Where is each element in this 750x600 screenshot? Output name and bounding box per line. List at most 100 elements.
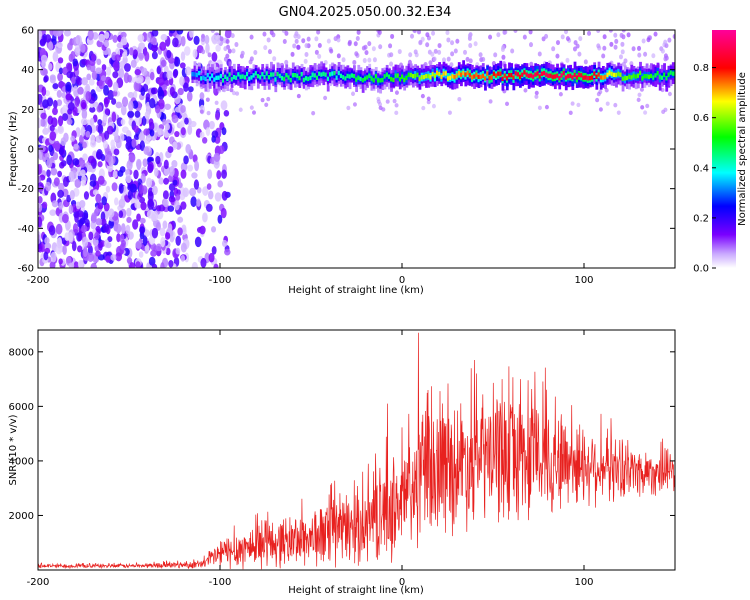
noise-cell: [171, 115, 179, 124]
signal-cell: [632, 73, 636, 78]
noise-cell: [71, 240, 77, 252]
noise-cell: [311, 110, 316, 116]
noise-cell: [125, 141, 132, 150]
noise-cell: [38, 196, 43, 204]
noise-cell: [71, 76, 76, 85]
signal-cell: [494, 73, 498, 78]
noise-cell: [64, 30, 71, 37]
colorbar-tick-label: 0.2: [693, 213, 709, 224]
noise-cell: [193, 35, 200, 45]
noise-cell: [447, 110, 452, 115]
noise-cell: [224, 248, 231, 256]
signal-cell: [221, 78, 225, 83]
noise-cell: [217, 214, 223, 224]
signal-cell: [326, 76, 330, 82]
noise-cell: [122, 51, 128, 59]
noise-cell: [120, 31, 127, 39]
signal-cell: [315, 75, 319, 80]
noise-cell: [101, 64, 107, 71]
noise-cell: [596, 30, 601, 34]
noise-cell: [613, 32, 618, 38]
noise-cell: [104, 108, 111, 116]
noise-cell: [465, 56, 470, 62]
signal-cell: [370, 76, 374, 81]
signal-cell: [422, 74, 426, 80]
noise-cell: [138, 75, 144, 84]
signal-cell: [318, 71, 321, 76]
signal-cell: [405, 75, 409, 81]
signal-cell: [267, 75, 271, 80]
noise-cell: [217, 180, 224, 188]
noise-cell: [43, 76, 48, 83]
noise-cell: [432, 56, 437, 62]
signal-cell: [377, 78, 380, 83]
noise-cell: [194, 160, 200, 172]
signal-cell: [296, 73, 300, 79]
noise-cell: [85, 91, 92, 102]
signal-cell: [464, 72, 468, 77]
noise-cell: [115, 223, 122, 234]
noise-cell: [107, 89, 114, 101]
signal-cell: [241, 74, 245, 79]
noise-cell: [174, 200, 180, 211]
noise-cell: [191, 172, 198, 179]
noise-cell: [111, 98, 117, 105]
noise-cell: [537, 105, 542, 111]
spectrogram-y-label: Frequency (Hz): [8, 111, 19, 187]
noise-cell: [205, 203, 213, 212]
noise-cell: [645, 103, 650, 109]
signal-cell: [344, 76, 348, 81]
noise-cell: [105, 242, 112, 249]
signal-cell: [361, 78, 365, 83]
noise-cell: [104, 31, 110, 39]
noise-cell: [138, 184, 144, 194]
signal-cell: [560, 73, 564, 78]
noise-cell: [144, 245, 150, 252]
noise-cell: [41, 86, 47, 97]
noise-cell: [231, 90, 236, 96]
x-tick-label: -100: [209, 577, 232, 588]
noise-cell: [513, 30, 518, 34]
noise-cell: [126, 216, 132, 224]
signal-cell: [654, 73, 658, 78]
signal-cell: [250, 75, 254, 80]
x-tick-label: 0: [399, 577, 405, 588]
noise-cell: [620, 49, 625, 55]
signal-cell: [291, 72, 295, 78]
noise-cell: [76, 210, 84, 218]
noise-cell: [167, 146, 174, 154]
noise-cell: [60, 137, 67, 146]
signal-cell: [363, 76, 367, 81]
noise-cell: [142, 158, 148, 167]
signal-cell: [346, 73, 350, 79]
noise-cell: [296, 44, 301, 50]
snr-y-label: SNR (10 * v/v): [8, 414, 19, 485]
signal-cell: [503, 73, 507, 78]
noise-cell: [361, 45, 366, 51]
noise-cell: [47, 63, 53, 71]
signal-cell: [623, 76, 627, 81]
signal-cell: [497, 71, 500, 76]
signal-cell: [390, 76, 393, 82]
noise-cell: [576, 102, 581, 108]
noise-cell: [210, 30, 215, 34]
signal-cell: [610, 71, 614, 77]
noise-cell: [104, 76, 112, 85]
noise-cell: [304, 43, 309, 49]
noise-cell: [560, 34, 565, 40]
noise-cell: [55, 223, 63, 235]
signal-cell: [224, 74, 227, 80]
signal-cell: [534, 72, 538, 77]
signal-cell: [429, 75, 433, 80]
noise-cell: [249, 105, 254, 110]
noise-cell: [352, 102, 357, 107]
noise-cell: [639, 87, 644, 92]
signal-cell: [462, 70, 466, 76]
noise-cell: [425, 32, 430, 38]
noise-cell: [221, 127, 227, 136]
noise-cell: [89, 117, 95, 126]
noise-cell: [631, 46, 636, 52]
noise-cell: [65, 81, 72, 92]
y-tick-label: 60: [21, 26, 34, 37]
signal-cell: [237, 72, 241, 77]
